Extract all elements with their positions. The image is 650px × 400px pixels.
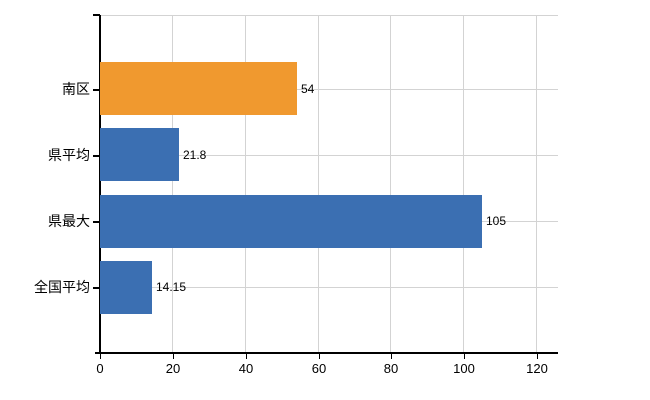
x-tick-80 xyxy=(391,354,392,359)
category-label-全国平均: 全国平均 xyxy=(34,279,90,295)
x-tick-120 xyxy=(537,354,538,359)
gridline-x-100 xyxy=(463,15,464,352)
x-tick-40 xyxy=(246,354,247,359)
x-tick-label-60: 60 xyxy=(311,361,327,376)
y-tick-県平均 xyxy=(93,155,100,157)
x-tick-label-0: 0 xyxy=(96,361,104,376)
category-label-県最大: 県最大 xyxy=(48,213,90,229)
category-label-南区: 南区 xyxy=(62,81,90,97)
y-tick-県最大 xyxy=(93,221,100,223)
y-axis-line xyxy=(99,15,101,354)
bar-南区 xyxy=(100,62,297,115)
x-tick-20 xyxy=(173,354,174,359)
x-tick-label-100: 100 xyxy=(453,361,475,376)
y-tick-全国平均 xyxy=(93,287,100,289)
x-tick-label-80: 80 xyxy=(383,361,399,376)
x-tick-100 xyxy=(464,354,465,359)
bar-value-label: 105 xyxy=(486,214,507,228)
x-tick-label-20: 20 xyxy=(165,361,181,376)
bar-value-label: 14.15 xyxy=(156,280,187,294)
bar-全国平均 xyxy=(100,261,152,314)
bar-県最大 xyxy=(100,195,482,248)
gridline-x-60 xyxy=(318,15,319,352)
bar-県平均 xyxy=(100,128,179,181)
x-tick-label-120: 120 xyxy=(526,361,548,376)
plot-top-border xyxy=(100,15,558,16)
y-tick-南区 xyxy=(93,89,100,91)
x-axis-line xyxy=(95,352,558,354)
gridline-row-1 xyxy=(100,155,558,156)
y-axis-top-tick xyxy=(93,14,100,16)
category-label-県平均: 県平均 xyxy=(48,147,90,163)
x-tick-0 xyxy=(100,354,101,359)
gridline-row-0 xyxy=(100,89,558,90)
bar-value-label: 54 xyxy=(301,82,315,96)
gridline-x-80 xyxy=(390,15,391,352)
gridline-x-40 xyxy=(245,15,246,352)
gridline-x-120 xyxy=(536,15,537,352)
gridline-x-20 xyxy=(172,15,173,352)
x-tick-60 xyxy=(319,354,320,359)
x-tick-label-40: 40 xyxy=(238,361,254,376)
bar-value-label: 21.8 xyxy=(183,148,207,162)
gridline-row-3 xyxy=(100,287,558,288)
